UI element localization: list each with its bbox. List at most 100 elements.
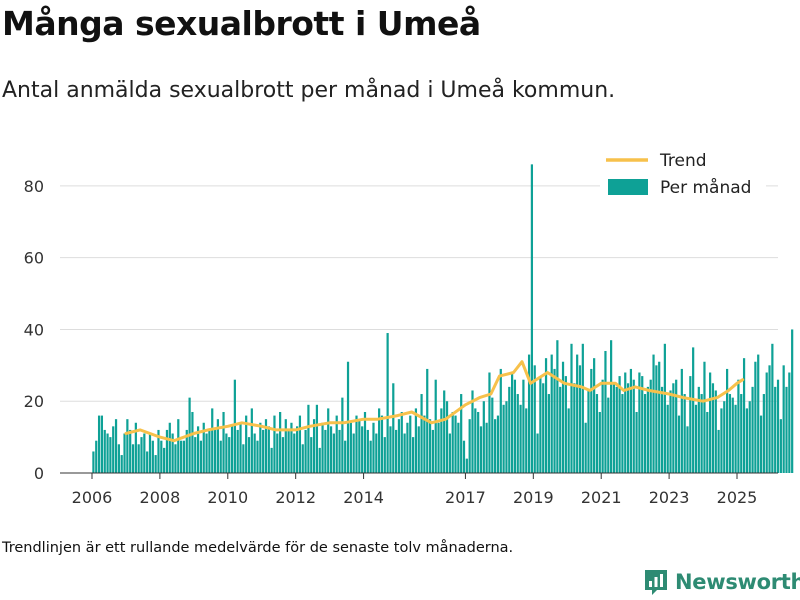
bar-per-manad <box>686 426 689 473</box>
legend-bar-label: Per månad <box>660 177 751 198</box>
x-tick-label: 2008 <box>140 488 181 507</box>
bar-per-manad <box>624 372 627 473</box>
bar-per-manad <box>612 383 616 473</box>
bar-per-manad <box>117 444 120 473</box>
bar-per-manad <box>180 440 183 473</box>
bar-per-manad <box>559 386 562 473</box>
bar-per-manad <box>694 404 698 473</box>
bar-per-manad <box>270 447 273 473</box>
bar-per-manad <box>474 408 477 473</box>
bar-per-manad <box>335 415 338 473</box>
bar-per-manad <box>389 426 392 473</box>
bar-per-manad <box>174 444 177 473</box>
bar-per-manad <box>298 415 302 473</box>
bar-per-manad <box>312 419 316 473</box>
bar-per-manad <box>544 358 548 473</box>
bar-per-manad <box>669 390 672 473</box>
bar-per-manad <box>276 433 279 473</box>
bar-per-manad <box>403 433 406 473</box>
bar-per-manad <box>742 358 746 473</box>
bar-per-manad <box>595 394 599 473</box>
bar-per-manad <box>723 401 726 473</box>
bar-per-manad <box>395 429 398 473</box>
bar-per-manad <box>513 379 517 473</box>
bar-per-manad <box>445 401 449 473</box>
bar-per-manad <box>262 429 265 473</box>
bar-per-manad <box>726 368 729 473</box>
bar-per-manad <box>140 437 143 473</box>
bar-per-manad <box>649 379 652 473</box>
bar-per-manad <box>675 379 678 473</box>
bar-per-manad <box>700 394 703 473</box>
bar-per-manad <box>213 429 217 473</box>
x-tick-label: 2014 <box>343 488 384 507</box>
bar-per-manad <box>590 368 593 473</box>
bar-per-manad <box>341 397 344 473</box>
bar-per-manad <box>632 379 635 473</box>
bar-per-manad <box>409 415 412 473</box>
bar-per-manad <box>581 343 584 473</box>
bar-per-manad <box>143 433 146 473</box>
bar-per-manad <box>372 422 375 473</box>
bar-per-manad <box>225 433 228 473</box>
bar-per-manad <box>194 437 197 473</box>
bar-per-manad <box>134 422 137 473</box>
bar-per-manad <box>363 411 367 473</box>
bar-per-manad <box>375 433 378 473</box>
bar-per-manad <box>338 429 341 473</box>
bar-per-manad <box>734 404 737 473</box>
bar-per-manad <box>106 433 109 473</box>
bar-per-manad <box>539 376 542 473</box>
bar-per-manad <box>358 419 361 473</box>
bar-per-manad <box>615 386 618 473</box>
bar-per-manad <box>584 422 587 473</box>
bar-per-manad <box>774 386 777 473</box>
bar-per-manad <box>239 422 242 473</box>
bar-per-manad <box>508 386 511 473</box>
bar-per-manad <box>536 433 539 473</box>
bar-per-manad <box>485 422 488 473</box>
bar-per-manad <box>697 386 700 473</box>
bar-per-manad <box>522 379 525 473</box>
bar-per-manad <box>129 429 132 473</box>
bar-per-manad <box>646 386 649 473</box>
x-axis-ticks: 2006 2008 2010 2012 2014 2017 2019 2021 2023 2025 <box>72 473 758 507</box>
bar-per-manad <box>196 426 200 473</box>
x-tick-label: 2021 <box>581 488 622 507</box>
bar-per-manad <box>542 383 545 473</box>
x-tick-label: 2010 <box>207 488 248 507</box>
bar-per-manad <box>236 429 239 473</box>
bar-per-manad <box>471 390 474 473</box>
x-tick-label: 2006 <box>72 488 113 507</box>
bar-per-manad <box>151 440 154 473</box>
x-tick-label: 2019 <box>513 488 554 507</box>
bar-per-manad <box>689 376 692 473</box>
bar-per-manad <box>576 354 579 473</box>
bar-per-manad <box>250 408 253 473</box>
x-tick-label: 2012 <box>275 488 316 507</box>
legend: Trend Per månad <box>600 146 766 198</box>
bar-per-manad <box>443 390 446 473</box>
bar-per-manad <box>182 440 186 473</box>
bar-per-manad <box>643 394 647 473</box>
bar-per-manad <box>281 437 285 473</box>
bar-per-manad <box>709 372 712 473</box>
bar-per-manad <box>754 361 757 473</box>
bar-per-manad <box>740 394 743 473</box>
bar-per-manad <box>327 408 330 473</box>
bar-per-manad <box>692 347 695 473</box>
y-tick-label: 60 <box>24 249 44 268</box>
bar-per-manad <box>491 397 494 473</box>
bar-per-manad <box>527 354 531 473</box>
bar-per-manad <box>434 379 437 473</box>
bar-per-manad <box>525 408 528 473</box>
bar-per-manad <box>171 433 174 473</box>
bar-per-manad <box>264 419 268 473</box>
bar-per-manad <box>355 415 358 473</box>
bar-per-manad <box>228 437 231 473</box>
bar-per-manad <box>494 419 497 473</box>
x-tick-label: 2025 <box>717 488 758 507</box>
bar-per-manad <box>114 419 118 473</box>
bar-per-manad <box>287 429 290 473</box>
